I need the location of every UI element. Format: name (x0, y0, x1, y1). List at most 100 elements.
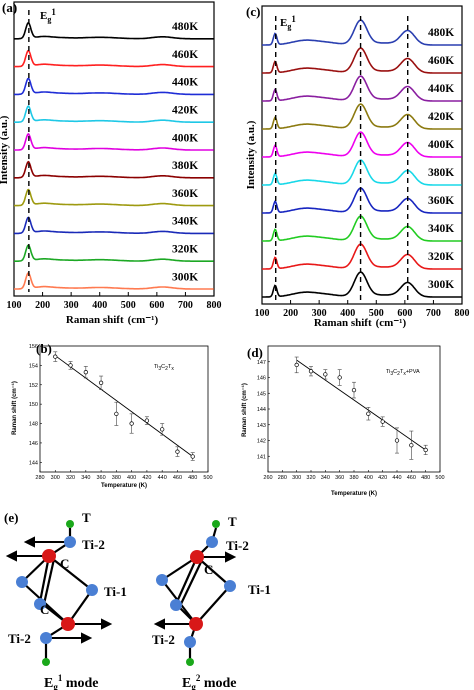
arrowhead (153, 618, 165, 630)
spectrum-340K (262, 215, 462, 242)
temperature-label-320K: 320K (172, 244, 198, 256)
spectrum-320K (14, 244, 214, 262)
x-tick-label: 400 (92, 300, 107, 311)
temperature-label-440K: 440K (172, 77, 198, 89)
panel-a-x-ticks: 100 200 300 400 500 600 700 800 (7, 292, 222, 311)
label-t: T (228, 514, 237, 529)
spectrum-380K (14, 160, 214, 179)
data-point (366, 411, 371, 416)
panel-c-frame (261, 5, 463, 305)
y-tick-label: 146 (257, 376, 266, 382)
temperature-label-300K: 300K (172, 271, 198, 283)
panel-b: (b) 280 300 320 340 360 380 400 420 440 460 480 500… (11, 341, 213, 489)
y-tick-label: 152 (29, 383, 38, 389)
panel-a-frame (13, 1, 215, 297)
ti1-atom (156, 574, 168, 586)
bond (38, 555, 51, 603)
x-tick-label: 500 (203, 475, 212, 481)
x-tick-label: 480 (421, 475, 430, 481)
x-tick-label: 420 (142, 475, 151, 481)
data-point (190, 454, 195, 459)
data-point (83, 370, 88, 375)
t-atom (42, 658, 50, 666)
arrowhead (225, 551, 237, 563)
label-c: C (40, 602, 49, 617)
temperature-label-340K: 340K (428, 223, 454, 235)
x-tick-label: 320 (306, 475, 315, 481)
bond (42, 558, 56, 605)
temperature-label-360K: 360K (428, 195, 454, 207)
x-tick-label: 420 (378, 475, 387, 481)
spectrum-440K (14, 77, 214, 96)
t-atom (186, 658, 194, 666)
y-tick-label: 146 (29, 441, 38, 447)
panel-b-plot: 280 300 320 340 360 380 400 420 440 460 480 500 144 1… (29, 344, 213, 481)
x-tick-label: 340 (321, 475, 330, 481)
spectrum-420K (262, 103, 462, 130)
c-atom (42, 549, 56, 563)
temperature-label-400K: 400K (172, 132, 198, 144)
panel-a-label: (a) (2, 0, 17, 15)
panel-b-frame (39, 345, 209, 473)
label-t: T (82, 510, 91, 525)
temperature-label-440K: 440K (428, 83, 454, 95)
x-tick-label: 260 (263, 475, 272, 481)
temperature-label-300K: 300K (428, 279, 454, 291)
temperature-label-420K: 420K (428, 111, 454, 123)
x-tick-label: 380 (112, 475, 121, 481)
data-point (351, 387, 357, 393)
x-tick-label: 460 (173, 475, 182, 481)
t-atom (212, 520, 220, 528)
structure-eg1: T Ti-2 C Ti-1 C Ti-2 Eg1 mode (5, 510, 127, 690)
x-tick-label: 300 (64, 300, 79, 311)
data-point (53, 354, 58, 359)
data-point (308, 369, 314, 374)
x-tick-label: 500 (121, 300, 136, 311)
x-tick-label: 380 (349, 475, 358, 481)
y-tick-label: 144 (29, 460, 38, 466)
x-tick-label: 360 (335, 475, 344, 481)
panel-c-x-ticks: 100 200 300 400 500 600 700 800 (255, 300, 470, 319)
data-point (380, 419, 385, 424)
panel-b-x-axis-title: Temperature (K) (101, 483, 147, 489)
spectrum-360K (14, 188, 214, 207)
label-c: C (60, 556, 69, 571)
x-tick-label: 400 (340, 308, 355, 319)
ti2-atom (206, 536, 218, 548)
spectrum-400K (14, 132, 214, 151)
temperature-label-320K: 320K (428, 251, 454, 263)
y-tick-label: 148 (29, 422, 38, 428)
panel-a-temperature-labels: 480K 460K 440K 420K 400K 380K 360K 340K 320K 300K (172, 21, 198, 283)
bond (174, 556, 199, 605)
y-tick-label: 142 (257, 439, 266, 445)
spectrum-420K (14, 105, 214, 123)
temperature-label-380K: 380K (428, 167, 454, 179)
y-tick-label: 141 (257, 454, 266, 460)
spectrum-480K (14, 21, 214, 40)
data-point (68, 363, 73, 368)
spectrum-440K (262, 75, 462, 102)
ti2-atom (64, 536, 76, 548)
temperature-label-460K: 460K (172, 49, 198, 61)
x-tick-label: 200 (283, 308, 298, 319)
panel-c: (c) 100 200 300 400 500 600 700 800 480K 460K 440… (245, 4, 470, 329)
x-tick-label: 400 (127, 475, 136, 481)
panel-a-x-axis-title: Raman shift (cm⁻¹) (66, 314, 159, 326)
bond (179, 559, 203, 607)
x-tick-label: 500 (435, 475, 444, 481)
x-tick-label: 460 (407, 475, 416, 481)
data-point (294, 362, 299, 368)
fit-line (55, 355, 193, 457)
spectrum-300K (262, 271, 462, 298)
temperature-label-360K: 360K (172, 188, 198, 200)
panel-d-x-axis-title: Temperature (K) (331, 491, 377, 497)
fit-line (296, 359, 426, 451)
spectrum-400K (262, 131, 462, 158)
data-point (175, 449, 180, 454)
x-tick-label: 700 (178, 300, 193, 311)
spectrum-460K (262, 47, 462, 74)
mode-label-eg1: Eg1 mode (44, 673, 99, 690)
bond (196, 556, 231, 587)
temperature-label-380K: 380K (172, 160, 198, 172)
arrowhead (5, 550, 17, 562)
